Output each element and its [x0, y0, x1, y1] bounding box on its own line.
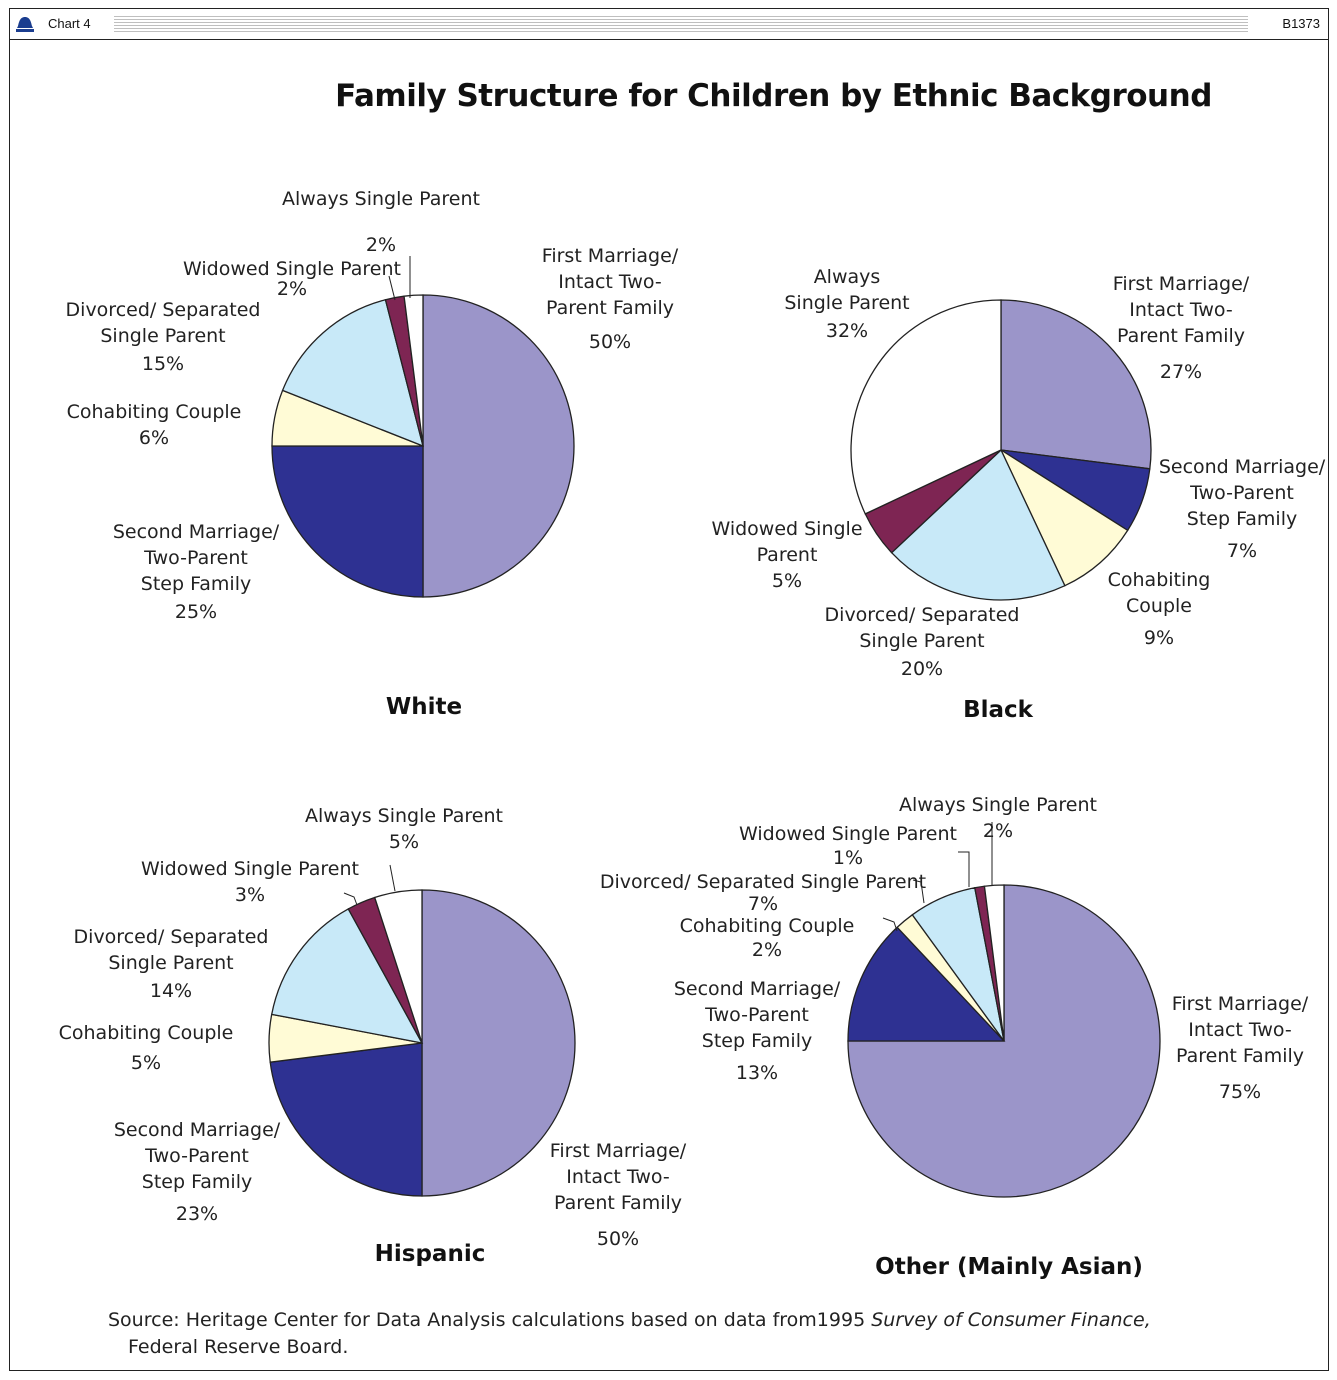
- slice-percent-first-marriage: 50%: [597, 1228, 639, 1250]
- pie-slice-always-single: [850, 299, 1002, 515]
- chart-code-label: B1373: [1282, 16, 1320, 31]
- leader-line-divorced: [912, 879, 925, 904]
- slice-label-always-single: Always Single Parent: [282, 188, 480, 210]
- slice-label-divorced: Divorced/ Separated Single Parent: [66, 299, 261, 347]
- pie-slice-second-marriage: [271, 445, 424, 598]
- slice-percent-divorced: 14%: [150, 980, 192, 1002]
- bell-icon: [16, 17, 34, 32]
- slice-label-second-marriage: Second Marriage/Two-Parent Step Family: [1159, 456, 1326, 530]
- leader-line-widowed: [343, 892, 358, 906]
- leader-line-widowed: [958, 851, 970, 887]
- slice-label-first-marriage: First Marriage/Intact Two-Parent Family: [1113, 273, 1250, 347]
- slice-percent-widowed: 5%: [772, 570, 802, 592]
- slice-percent-first-marriage: 50%: [589, 331, 631, 353]
- source-prefix: Source:: [108, 1309, 180, 1331]
- slice-label-cohabiting: Cohabiting Couple: [1108, 569, 1211, 617]
- slice-label-cohabiting: Cohabiting Couple: [67, 401, 242, 423]
- pie-slice-first-marriage: [422, 294, 575, 598]
- leader-line-cohabiting: [882, 917, 898, 932]
- pie-title: Other (Mainly Asian): [875, 1254, 1143, 1280]
- pie-chart-black: First Marriage/Intact Two-Parent Family 2…: [711, 266, 1325, 723]
- slice-label-widowed: Widowed Single Parent: [183, 258, 401, 280]
- pie-slice-first-marriage: [1000, 299, 1152, 470]
- slice-percent-second-marriage: 7%: [1227, 540, 1257, 562]
- source-text: Heritage Center for Data Analysis calcul…: [185, 1309, 866, 1331]
- slice-label-second-marriage: Second Marriage/Two-Parent Step Family: [674, 978, 841, 1052]
- slice-label-widowed: Widowed Single Parent: [711, 518, 862, 566]
- slice-percent-always-single: 2%: [983, 820, 1013, 842]
- slice-percent-cohabiting: 6%: [139, 427, 169, 449]
- pie-chart-hispanic: First Marriage/Intact Two-Parent Family 5…: [59, 805, 687, 1267]
- slice-label-always-single: Always Single Parent: [305, 805, 503, 827]
- pie-slice-first-marriage: [847, 884, 1161, 1198]
- pie-slice-cohabiting: [999, 448, 1129, 587]
- pie-title: White: [386, 694, 462, 720]
- source-publisher: Federal Reserve Board.: [128, 1336, 349, 1358]
- source-publication: Survey of Consumer Finance,: [871, 1309, 1151, 1331]
- slice-label-cohabiting: Cohabiting Couple: [680, 915, 855, 937]
- slice-percent-widowed: 3%: [235, 884, 265, 906]
- slice-percent-cohabiting: 2%: [752, 939, 782, 961]
- pie-title: Black: [963, 697, 1034, 723]
- slice-percent-cohabiting: 5%: [131, 1052, 161, 1074]
- slice-percent-widowed: 2%: [277, 278, 307, 300]
- slice-label-second-marriage: Second Marriage/Two-Parent Step Family: [114, 1119, 281, 1193]
- pie-chart-other-mainly-asian: First Marriage/Intact Two-Parent Family 7…: [600, 794, 1309, 1280]
- header-rules: [114, 16, 1248, 33]
- slice-percent-always-single: 32%: [826, 320, 868, 342]
- chart-header: Chart 4 B1373: [9, 8, 1329, 40]
- slice-label-always-single: Always Single Parent: [899, 794, 1097, 816]
- slice-label-widowed: Widowed Single Parent: [141, 858, 359, 880]
- slice-percent-second-marriage: 23%: [176, 1203, 218, 1225]
- pie-slice-always-single: [373, 889, 423, 1044]
- pie-slice-divorced: [281, 298, 424, 448]
- slice-percent-divorced: 7%: [748, 893, 778, 915]
- chart-title: Family Structure for Children by Ethnic …: [335, 78, 1212, 114]
- slice-label-divorced: Divorced/ Separated Single Parent: [600, 871, 926, 893]
- slice-label-widowed: Widowed Single Parent: [739, 823, 957, 845]
- slice-percent-cohabiting: 9%: [1144, 627, 1174, 649]
- pie-slice-divorced: [270, 908, 424, 1044]
- pie-slice-always-single: [403, 294, 424, 447]
- leader-line-widowed: [388, 275, 396, 301]
- slice-label-cohabiting: Cohabiting Couple: [59, 1022, 234, 1044]
- slice-label-first-marriage: First Marriage/Intact Two-Parent Family: [1172, 993, 1309, 1067]
- source-note: Source: Heritage Center for Data Analysi…: [108, 1307, 1258, 1361]
- slice-percent-always-single: 5%: [389, 831, 419, 853]
- slice-percent-first-marriage: 75%: [1219, 1081, 1261, 1103]
- chart-number-label: Chart 4: [48, 16, 91, 31]
- slice-percent-second-marriage: 13%: [736, 1062, 778, 1084]
- slice-percent-first-marriage: 27%: [1160, 361, 1202, 383]
- slice-percent-divorced: 15%: [142, 353, 184, 375]
- slice-label-always-single: Always Single Parent: [784, 266, 909, 314]
- pie-slice-second-marriage: [847, 926, 1006, 1042]
- slice-percent-widowed: 1%: [833, 847, 863, 869]
- slice-percent-divorced: 20%: [901, 658, 943, 680]
- pie-slice-divorced: [890, 448, 1066, 601]
- slice-label-second-marriage: Second Marriage/Two-Parent Step Family: [113, 521, 280, 595]
- slice-label-first-marriage: First Marriage/Intact Two-Parent Family: [542, 245, 679, 319]
- slice-label-divorced: Divorced/ Separated Single Parent: [825, 604, 1020, 652]
- slice-percent-always-single: 2%: [366, 234, 396, 256]
- pie-slice-first-marriage: [421, 889, 576, 1197]
- pie-slice-always-single: [983, 884, 1005, 1042]
- slice-percent-second-marriage: 25%: [175, 601, 217, 623]
- pie-title: Hispanic: [375, 1241, 486, 1267]
- pie-chart-white: First Marriage/Intact Two-Parent Family 5…: [66, 188, 679, 720]
- slice-label-divorced: Divorced/ Separated Single Parent: [74, 926, 269, 974]
- slice-label-first-marriage: First Marriage/Intact Two-Parent Family: [550, 1140, 687, 1214]
- leader-line-always-single: [389, 864, 396, 892]
- pie-slice-second-marriage: [269, 1042, 423, 1197]
